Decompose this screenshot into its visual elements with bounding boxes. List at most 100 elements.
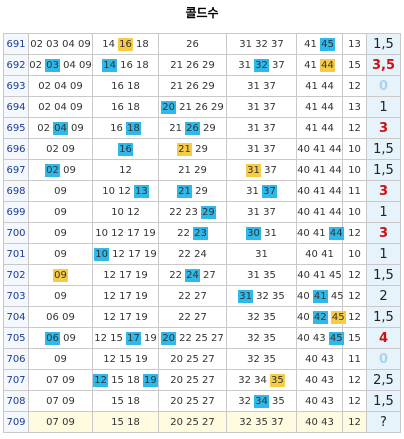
number: 04 [54,101,67,113]
number: 31 [247,80,260,92]
number: 25 [186,395,199,407]
number-cell: 32 35 [226,327,297,349]
number: 32 [238,374,251,386]
number-cell: 16 [92,138,159,160]
number: 37 [272,59,285,71]
number: 40 [297,290,310,302]
number: 37 [263,80,276,92]
count: 13 [342,33,367,55]
number-cell: 41 44 [296,117,343,139]
number: 29 [202,59,215,71]
number: 40 [305,395,318,407]
number: 04 [53,121,68,135]
number-cell: 02 09 [28,159,93,181]
number-cell: 20 25 27 [158,369,227,391]
number: 29 [211,101,224,113]
number: 19 [143,373,158,387]
number: 19 [143,227,156,239]
number: 18 [127,80,140,92]
result: 1 [366,201,401,223]
number: 18 [127,416,140,428]
number: 17 [127,227,140,239]
number: 37 [264,164,277,176]
count: 12 [342,222,367,244]
number-cell: 31 32 37 [226,54,297,76]
number: 09 [63,332,76,344]
number: 10 [94,247,109,261]
number: 19 [144,248,157,260]
row: 696 02 09 16 21 29 31 37 40 41 44 10 1,5 [3,138,401,160]
number-cell: 12 17 19 [92,285,159,307]
number: 17 [119,269,132,281]
number-cell: 16 18 [92,117,159,139]
row: 693 02 04 09 16 18 21 26 29 31 37 41 44 12 0 [3,75,401,97]
number: 41 [304,59,317,71]
number: 09 [54,290,67,302]
number: 21 [178,164,191,176]
result: 1,5 [366,306,401,328]
number-cell: 10 12 13 [92,180,159,202]
round-number: 707 [3,369,29,391]
number: 41 [313,164,326,176]
number: 44 [320,58,335,72]
number: 31 [246,185,259,197]
number-cell: 09 [28,180,93,202]
number: 32 [247,332,260,344]
count: 10 [342,201,367,223]
number: 40 [297,206,310,218]
number-cell: 07 09 [28,369,93,391]
number: 20 [170,395,183,407]
round-number: 694 [3,96,29,118]
number-cell: 12 15 17 19 [92,327,159,349]
row: 703 09 12 17 19 22 27 31 32 35 40 41 45 12 2 [3,285,401,307]
count: 15 [342,54,367,76]
number-cell: 09 [28,243,93,265]
number-cell: 32 35 37 [226,411,297,433]
number-cell: 06 09 [28,306,93,328]
number: 40 [297,227,310,239]
result: 1,5 [366,390,401,412]
number: 02 [30,38,43,50]
count: 10 [342,159,367,181]
number: 06 [46,311,59,323]
number: 04 [54,80,67,92]
number: 22 [169,206,182,218]
number: 40 [297,332,310,344]
round-number: 691 [3,33,29,55]
number: 02 [46,143,59,155]
number: 07 [46,374,59,386]
number-cell: 31 32 37 [226,33,297,55]
number-cell: 31 37 [226,117,297,139]
number: 12 [103,311,116,323]
count: 12 [342,117,367,139]
number: 19 [135,290,148,302]
number-cell: 09 [28,264,93,286]
number-cell: 40 43 [296,390,343,412]
number: 13 [134,184,149,198]
number: 15 [111,395,124,407]
number: 12 [103,269,116,281]
number: 12 [127,206,140,218]
number-cell: 31 37 [226,138,297,160]
number: 37 [271,38,284,50]
number: 44 [329,206,342,218]
number: 40 [305,416,318,428]
round-number: 695 [3,117,29,139]
number-cell: 12 15 18 19 [92,369,159,391]
number: 37 [263,101,276,113]
number: 09 [54,185,67,197]
number: 23 [193,226,208,240]
round-number: 705 [3,327,29,349]
number: 35 [272,395,285,407]
number-cell: 22 24 27 [158,264,227,286]
number: 31 [246,163,261,177]
number: 09 [62,416,75,428]
number: 43 [312,332,326,344]
number: 16 [110,122,123,134]
number: 04 [63,59,76,71]
number-cell: 20 25 27 [158,390,227,412]
number: 32 [238,395,251,407]
number-cell: 12 [92,159,159,181]
number: 23 [185,206,198,218]
